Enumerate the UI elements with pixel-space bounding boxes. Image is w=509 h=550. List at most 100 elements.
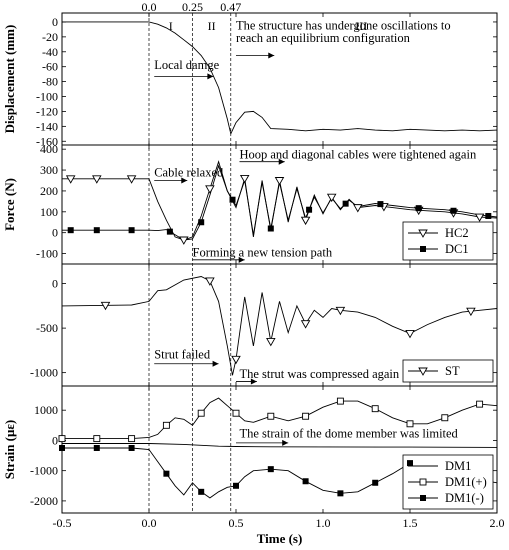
x-axis-label: Time (s) — [257, 531, 303, 546]
arrow-head — [268, 52, 275, 59]
series-line-displacement — [62, 21, 498, 136]
data-marker-DM1(-) — [93, 444, 100, 451]
y-axis-label: Displacement (mm) — [2, 25, 17, 134]
annotation: Forming a new tension path — [193, 245, 333, 259]
data-marker-DM1(-) — [128, 444, 135, 451]
legend-marker — [419, 478, 427, 486]
data-marker-DC1 — [267, 225, 274, 232]
annotation: Strut failed — [154, 347, 211, 361]
data-marker-DM1(-) — [407, 460, 413, 467]
arrow-head — [250, 378, 257, 385]
data-marker-DC1 — [450, 207, 457, 214]
y-tick-label: -1000 — [30, 464, 58, 478]
data-marker-DC1 — [93, 227, 100, 234]
data-marker-DC1 — [485, 212, 492, 219]
y-axis-label: Force (N) — [2, 178, 17, 231]
data-marker-HC2 — [326, 193, 337, 203]
legend-marker — [418, 367, 428, 376]
panel-strain: 1000 0 -1000 -2000 Strain (με) The strain of … — [2, 385, 498, 514]
data-marker-ST — [335, 306, 346, 316]
legend-label: DM1(-) — [445, 491, 484, 505]
y-tick-label: 100 — [40, 205, 58, 219]
y-axis-label: Strain (με) — [2, 420, 17, 480]
phase-label: III — [355, 19, 367, 33]
x-tick-label: 1.5 — [403, 516, 418, 530]
data-marker-DM1(+) — [162, 421, 170, 429]
series-line-DM1(+) — [62, 397, 498, 440]
y-tick-label: -1000 — [30, 366, 58, 380]
data-marker-DM1(+) — [58, 435, 66, 443]
data-marker-HC2 — [205, 185, 215, 194]
y-tick-label: 0 — [52, 15, 58, 29]
panel-strut: 0 -500 -1000 Strut failed The strut was comp… — [30, 263, 498, 387]
phase-time-label: 0.25 — [182, 0, 203, 14]
data-marker-HC2 — [239, 174, 250, 184]
y-tick-label: -20 — [42, 30, 58, 44]
y-tick-label: -140 — [36, 119, 58, 133]
y-tick-label: 200 — [40, 184, 58, 198]
data-marker-HC2 — [300, 216, 311, 226]
data-marker-ST — [231, 355, 241, 365]
legend-marker — [420, 495, 426, 501]
y-tick-label: -160 — [36, 134, 58, 148]
annotation: reach an equilibrium configuration — [236, 31, 411, 45]
data-marker-DM1(-) — [233, 482, 239, 489]
legend-marker — [420, 246, 426, 252]
data-marker-DM1(+) — [371, 405, 379, 413]
y-tick-label: -120 — [36, 104, 58, 118]
data-marker-DM1(-) — [198, 488, 205, 495]
y-tick-label: -80 — [42, 75, 58, 89]
data-marker-DM1(+) — [302, 412, 310, 420]
data-marker-HC2 — [65, 175, 76, 184]
arrow-head — [278, 158, 285, 165]
series-line-ST — [61, 276, 498, 376]
annotation: Hoop and diagonal cables were tightened … — [239, 148, 476, 162]
y-tick-label: -500 — [36, 321, 58, 335]
panel-displacement: 0-20-40-60-80-100-120-140-160 Displacemen… — [2, 12, 498, 148]
data-marker-DM1(-) — [163, 470, 170, 477]
data-marker-DM1(+) — [197, 409, 205, 417]
data-marker-DM1(+) — [128, 435, 136, 443]
data-marker-DM1(-) — [267, 466, 274, 473]
data-marker-DC1 — [166, 228, 173, 235]
y-tick-label: 400 — [40, 142, 58, 156]
legend-label: DM1(+) — [445, 475, 487, 489]
data-marker-ST — [100, 301, 111, 311]
data-marker-HC2 — [92, 175, 102, 184]
arrow-head — [181, 177, 188, 184]
phase-label: I — [169, 19, 173, 33]
y-tick-label: -100 — [36, 247, 58, 261]
phase-label: II — [208, 19, 216, 33]
arrow-head — [207, 73, 214, 80]
data-marker-DM1(+) — [476, 400, 484, 408]
phase-time-label: 0.0 — [142, 0, 157, 14]
annotation: The structure has undergone oscillations… — [236, 18, 451, 32]
data-marker-ST — [300, 320, 311, 329]
x-tick-label: 0.5 — [229, 516, 244, 530]
data-marker-DM1(+) — [93, 435, 101, 443]
legend-label: DM1 — [445, 459, 471, 473]
legend-box — [402, 221, 494, 261]
data-marker-HC2 — [126, 175, 137, 184]
data-marker-DM1(-) — [302, 478, 309, 485]
data-marker-DM1(+) — [441, 414, 449, 422]
data-marker-HC2 — [179, 236, 189, 245]
data-marker-DM1(+) — [232, 409, 240, 417]
x-tick-label: 2.0 — [490, 516, 505, 530]
data-marker-HC2 — [274, 177, 285, 186]
series-line-DC1 — [62, 164, 498, 241]
data-marker-DM1(+) — [406, 420, 414, 428]
data-marker-ST — [205, 277, 215, 286]
data-marker-DC1 — [342, 200, 349, 207]
annotation: The strain of the dome member was limite… — [239, 427, 458, 441]
legend-marker — [418, 229, 428, 238]
panel-force: 400 300 200 100 0 -100 Force (N) Hoop and diago… — [2, 142, 498, 265]
data-marker-HC2 — [353, 204, 363, 213]
data-marker-DM1(-) — [372, 479, 379, 486]
data-marker-DM1(-) — [337, 490, 344, 497]
legend-box — [402, 359, 494, 383]
arrow-head — [282, 439, 289, 446]
data-marker-DC1 — [229, 196, 236, 203]
arrow-head — [238, 256, 245, 263]
